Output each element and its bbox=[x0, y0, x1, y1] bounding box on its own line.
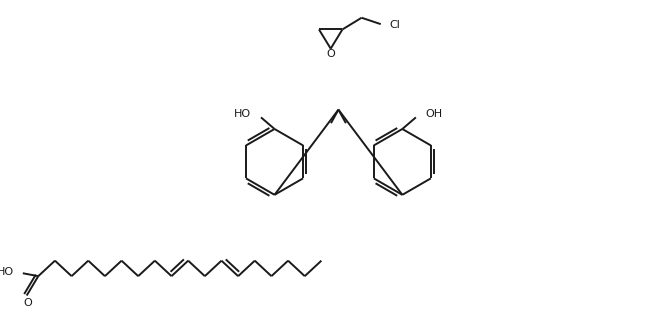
Text: O: O bbox=[326, 49, 335, 59]
Text: OH: OH bbox=[426, 109, 443, 120]
Text: Cl: Cl bbox=[390, 20, 400, 30]
Text: O: O bbox=[23, 298, 32, 308]
Text: HO: HO bbox=[234, 109, 251, 120]
Text: HO: HO bbox=[0, 267, 14, 277]
